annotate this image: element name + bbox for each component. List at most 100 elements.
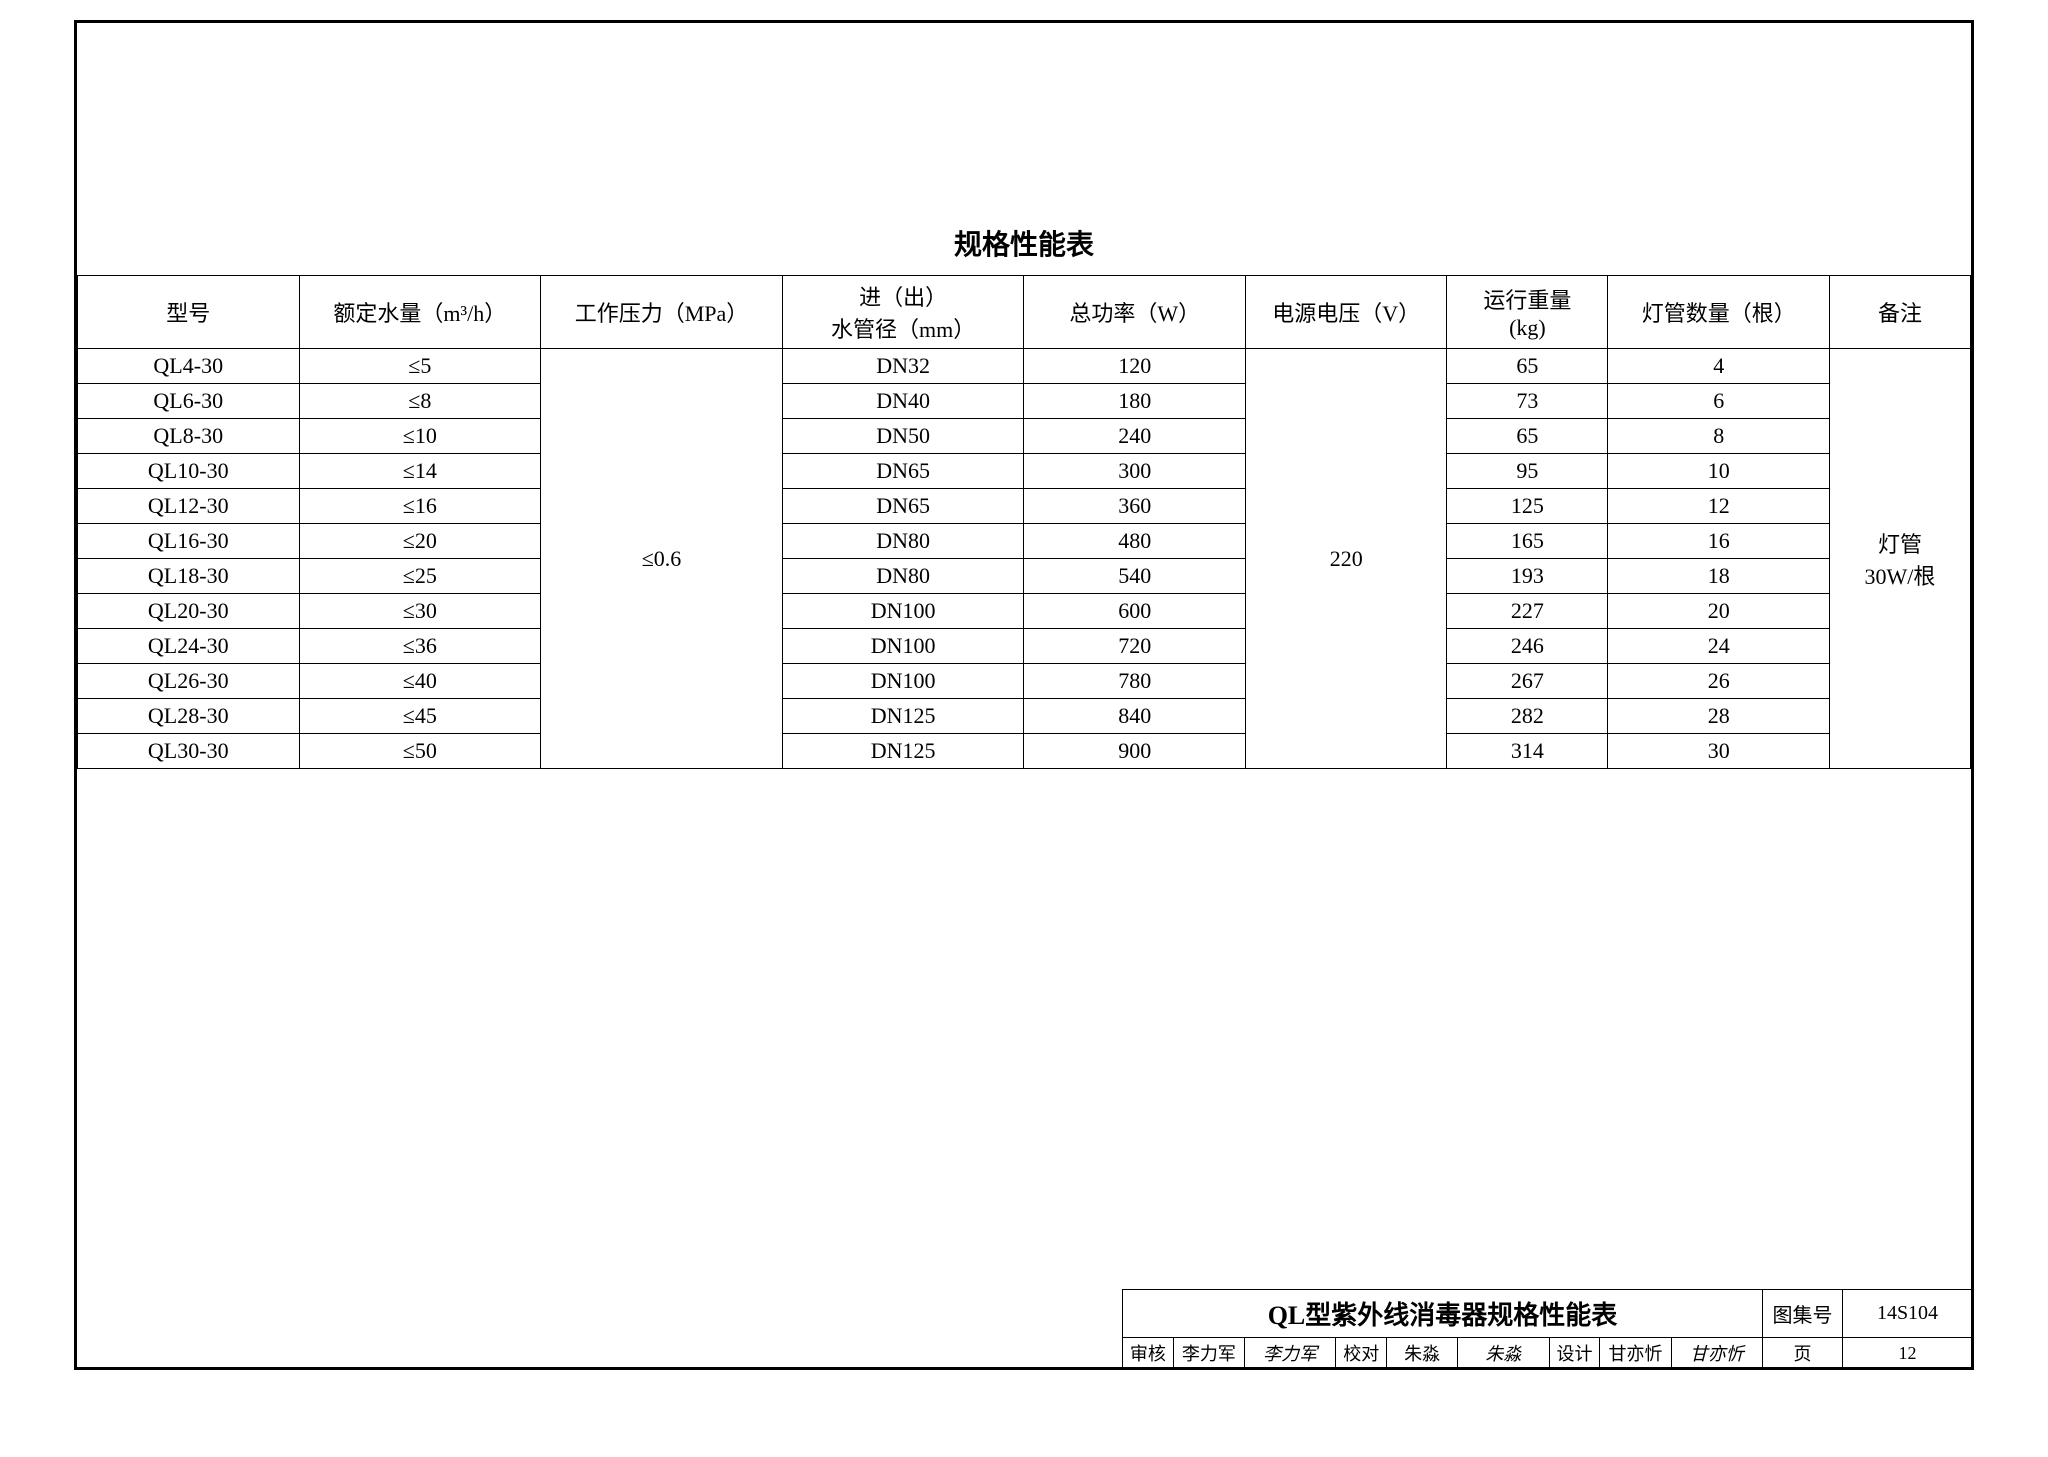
table-row: QL18-30≤25DN8054019318 xyxy=(78,559,1971,594)
cell-weight: 282 xyxy=(1447,699,1608,734)
design-label: 设计 xyxy=(1549,1338,1600,1369)
cell-pipe: DN80 xyxy=(782,524,1024,559)
cell-power: 240 xyxy=(1024,419,1246,454)
cell-model: QL4-30 xyxy=(78,349,300,384)
header-power: 总功率（W） xyxy=(1024,276,1246,349)
cell-model: QL10-30 xyxy=(78,454,300,489)
atlas-value: 14S104 xyxy=(1843,1290,1973,1338)
cell-flow: ≤40 xyxy=(299,664,541,699)
cell-power: 300 xyxy=(1024,454,1246,489)
cell-model: QL20-30 xyxy=(78,594,300,629)
cell-weight: 193 xyxy=(1447,559,1608,594)
cell-model: QL18-30 xyxy=(78,559,300,594)
cell-pipe: DN80 xyxy=(782,559,1024,594)
cell-model: QL24-30 xyxy=(78,629,300,664)
header-weight: 运行重量 (kg) xyxy=(1447,276,1608,349)
cell-pipe: DN100 xyxy=(782,629,1024,664)
cell-lamp: 12 xyxy=(1608,489,1830,524)
design-signature: 甘亦忻 xyxy=(1671,1338,1762,1369)
titleblock-main: QL型紫外线消毒器规格性能表 xyxy=(1123,1290,1763,1338)
cell-weight: 165 xyxy=(1447,524,1608,559)
cell-lamp: 16 xyxy=(1608,524,1830,559)
cell-flow: ≤50 xyxy=(299,734,541,769)
cell-lamp: 30 xyxy=(1608,734,1830,769)
cell-flow: ≤14 xyxy=(299,454,541,489)
table-row: QL28-30≤45DN12584028228 xyxy=(78,699,1971,734)
cell-flow: ≤20 xyxy=(299,524,541,559)
table-row: QL30-30≤50DN12590031430 xyxy=(78,734,1971,769)
table-row: QL20-30≤30DN10060022720 xyxy=(78,594,1971,629)
page-value: 12 xyxy=(1843,1338,1973,1369)
cell-model: QL12-30 xyxy=(78,489,300,524)
table-row: QL24-30≤36DN10072024624 xyxy=(78,629,1971,664)
cell-flow: ≤25 xyxy=(299,559,541,594)
cell-pipe: DN32 xyxy=(782,349,1024,384)
cell-pipe: DN100 xyxy=(782,594,1024,629)
header-voltage: 电源电压（V） xyxy=(1246,276,1447,349)
cell-model: QL26-30 xyxy=(78,664,300,699)
review-label: 审核 xyxy=(1123,1338,1174,1369)
check-label: 校对 xyxy=(1336,1338,1387,1369)
cell-flow: ≤36 xyxy=(299,629,541,664)
cell-pipe: DN65 xyxy=(782,454,1024,489)
cell-weight: 246 xyxy=(1447,629,1608,664)
cell-weight: 314 xyxy=(1447,734,1608,769)
cell-power: 780 xyxy=(1024,664,1246,699)
header-flow: 额定水量（m³/h） xyxy=(299,276,541,349)
cell-flow: ≤8 xyxy=(299,384,541,419)
cell-flow: ≤45 xyxy=(299,699,541,734)
cell-pipe: DN40 xyxy=(782,384,1024,419)
cell-pressure: ≤0.6 xyxy=(541,349,783,769)
cell-power: 600 xyxy=(1024,594,1246,629)
table-row: QL26-30≤40 DN100780 26726 xyxy=(78,664,1971,699)
cell-model: QL28-30 xyxy=(78,699,300,734)
cell-note: 灯管 30W/根 xyxy=(1829,349,1970,769)
cell-power: 120 xyxy=(1024,349,1246,384)
cell-pipe: DN50 xyxy=(782,419,1024,454)
cell-pipe: DN65 xyxy=(782,489,1024,524)
header-note: 备注 xyxy=(1829,276,1970,349)
design-name: 甘亦忻 xyxy=(1600,1338,1671,1369)
cell-lamp: 6 xyxy=(1608,384,1830,419)
table-row: QL16-30≤20 DN80480 16516 xyxy=(78,524,1971,559)
cell-pipe: DN125 xyxy=(782,734,1024,769)
drawing-frame: 规格性能表 型号 额定水量（m³/h） 工作压力（MPa） 进（出） 水管径（m… xyxy=(74,20,1974,1370)
page-label: 页 xyxy=(1763,1338,1843,1369)
cell-flow: ≤10 xyxy=(299,419,541,454)
cell-weight: 65 xyxy=(1447,349,1608,384)
cell-weight: 73 xyxy=(1447,384,1608,419)
cell-lamp: 26 xyxy=(1608,664,1830,699)
header-pressure: 工作压力（MPa） xyxy=(541,276,783,349)
cell-model: QL16-30 xyxy=(78,524,300,559)
table-row: QL12-30≤16 DN65360 12512 xyxy=(78,489,1971,524)
cell-weight: 95 xyxy=(1447,454,1608,489)
cell-lamp: 18 xyxy=(1608,559,1830,594)
cell-weight: 267 xyxy=(1447,664,1608,699)
cell-model: QL30-30 xyxy=(78,734,300,769)
cell-model: QL8-30 xyxy=(78,419,300,454)
table-row: QL4-30≤5≤0.6DN32120220654灯管 30W/根 xyxy=(78,349,1971,384)
cell-pipe: DN125 xyxy=(782,699,1024,734)
cell-flow: ≤16 xyxy=(299,489,541,524)
table-row: QL8-30≤10DN50240658 xyxy=(78,419,1971,454)
cell-flow: ≤30 xyxy=(299,594,541,629)
header-model: 型号 xyxy=(78,276,300,349)
header-row: 型号 额定水量（m³/h） 工作压力（MPa） 进（出） 水管径（mm） 总功率… xyxy=(78,276,1971,349)
title-block: QL型紫外线消毒器规格性能表 图集号 14S104 审核 李力军 李力军 校对 … xyxy=(1122,1289,1973,1369)
cell-power: 480 xyxy=(1024,524,1246,559)
check-name: 朱淼 xyxy=(1387,1338,1458,1369)
header-pipe: 进（出） 水管径（mm） xyxy=(782,276,1024,349)
cell-model: QL6-30 xyxy=(78,384,300,419)
header-lamp: 灯管数量（根） xyxy=(1608,276,1830,349)
cell-pipe: DN100 xyxy=(782,664,1024,699)
cell-lamp: 20 xyxy=(1608,594,1830,629)
cell-power: 720 xyxy=(1024,629,1246,664)
cell-power: 360 xyxy=(1024,489,1246,524)
cell-weight: 65 xyxy=(1447,419,1608,454)
review-signature: 李力军 xyxy=(1244,1338,1335,1369)
cell-weight: 125 xyxy=(1447,489,1608,524)
spec-table: 型号 额定水量（m³/h） 工作压力（MPa） 进（出） 水管径（mm） 总功率… xyxy=(77,275,1971,769)
table-row: QL10-30≤14DN653009510 xyxy=(78,454,1971,489)
cell-power: 840 xyxy=(1024,699,1246,734)
cell-voltage: 220 xyxy=(1246,349,1447,769)
